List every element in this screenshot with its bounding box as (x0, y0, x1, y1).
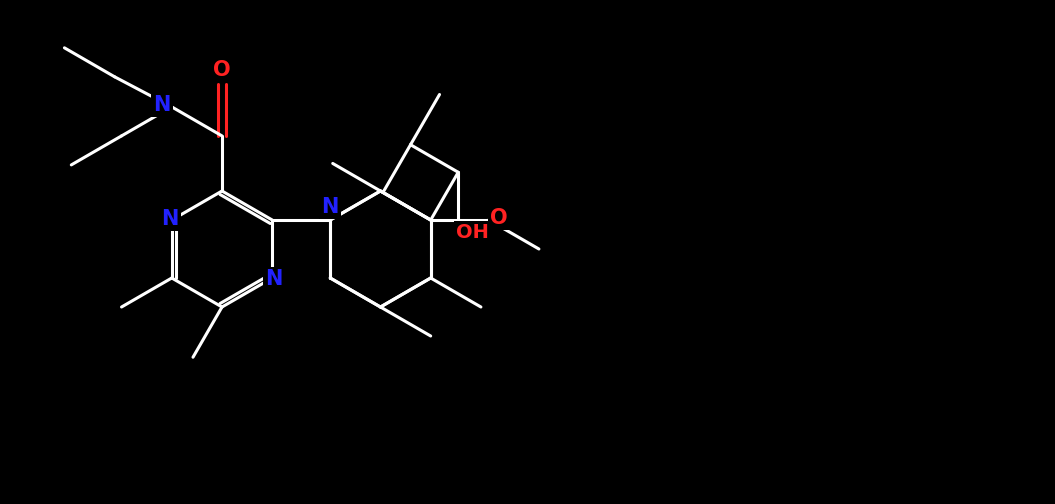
Text: N: N (161, 209, 178, 229)
Text: N: N (322, 197, 339, 217)
Text: OH: OH (456, 223, 488, 242)
Text: N: N (266, 269, 283, 289)
Text: O: O (213, 59, 231, 80)
Text: N: N (153, 95, 171, 115)
Text: O: O (490, 208, 507, 228)
